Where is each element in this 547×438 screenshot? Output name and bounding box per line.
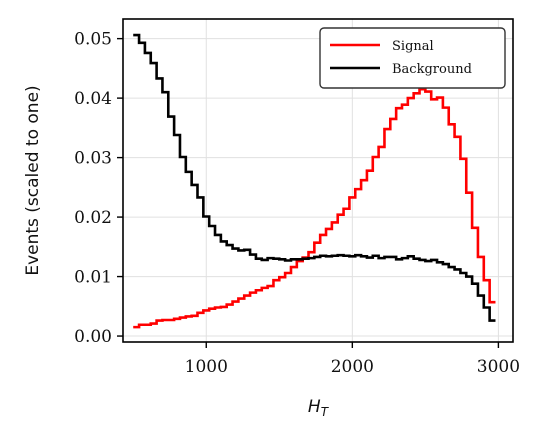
x-axis-label: HT (308, 397, 330, 419)
y-tick-label: 0.02 (74, 208, 112, 228)
x-axis-label-base: H (308, 397, 321, 417)
legend-box (319, 27, 506, 89)
y-axis-label: Events (scaled to one) (23, 85, 43, 275)
y-tick-label: 0.01 (74, 268, 112, 288)
x-axis: 1000 2000 3000 (185, 342, 520, 377)
y-tick-label: 0.00 (74, 327, 112, 347)
y-tick-label: 0.03 (74, 149, 112, 169)
x-tick-label: 2000 (331, 357, 374, 377)
x-tick-label: 3000 (477, 357, 520, 377)
y-tick-label: 0.05 (74, 30, 112, 50)
series-layer (133, 33, 496, 329)
x-axis-label-subscript: T (321, 405, 330, 419)
legend: Signal Background (319, 27, 506, 89)
series-background-line (133, 33, 496, 322)
x-tick-label: 1000 (185, 357, 228, 377)
plot-frame (122, 18, 514, 343)
legend-label-signal: Signal (392, 39, 434, 54)
y-axis: 0.00 0.01 0.02 0.03 0.04 0.05 (74, 30, 123, 347)
y-tick-label: 0.04 (74, 89, 112, 109)
series-signal-line (133, 87, 496, 329)
legend-label-background: Background (392, 62, 472, 77)
